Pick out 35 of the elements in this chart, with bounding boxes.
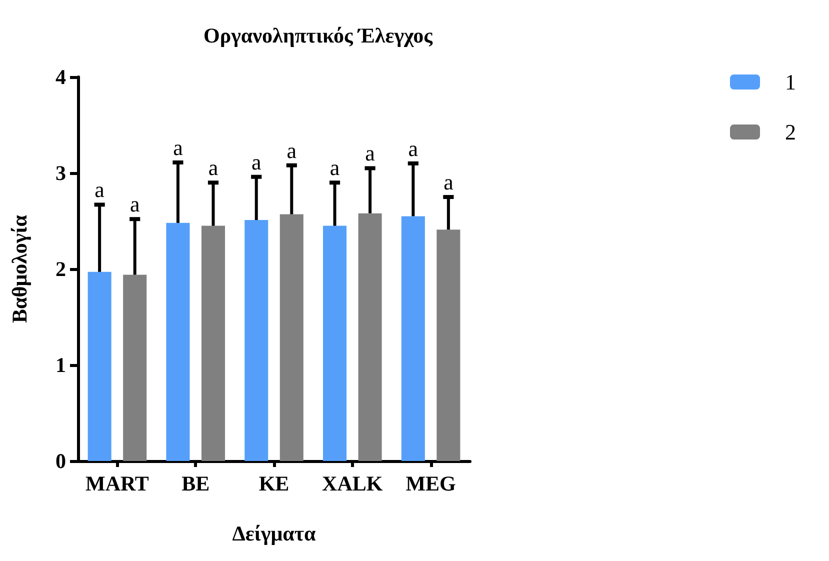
bar <box>123 274 147 461</box>
annotation: a <box>251 149 262 174</box>
x-axis-title: Δείγματα <box>232 522 316 546</box>
x-tick-label: MEG <box>406 472 456 496</box>
x-tick-label: BE <box>182 472 210 496</box>
annotation: a <box>408 136 418 161</box>
x-tick-label: KE <box>258 472 290 496</box>
annotation: a <box>286 138 297 163</box>
bar <box>280 214 304 461</box>
bar <box>401 216 425 461</box>
y-axis-title: Βαθμολογία <box>8 214 32 323</box>
x-tick-label: XALK <box>322 472 384 496</box>
bar <box>323 226 347 461</box>
annotation: a <box>208 155 218 180</box>
bar <box>436 230 460 461</box>
chart-title: Οργανοληπτικός Έλεγχος <box>204 24 434 48</box>
annotation: a <box>130 192 140 217</box>
bar <box>201 226 225 461</box>
annotation: a <box>94 177 105 202</box>
bar <box>88 272 112 461</box>
y-tick-label: 0 <box>56 449 66 473</box>
annotation: a <box>444 170 454 194</box>
y-tick-label: 2 <box>56 257 66 281</box>
y-tick-label: 3 <box>56 161 66 185</box>
y-tick-label: 4 <box>56 65 66 89</box>
x-tick-label: MART <box>85 472 149 496</box>
annotation: a <box>330 155 340 180</box>
bar <box>244 220 268 461</box>
annotation: a <box>173 134 184 160</box>
legend-label: 2 <box>785 120 796 144</box>
annotation: a <box>365 140 376 166</box>
bar <box>358 213 382 461</box>
y-tick-label: 1 <box>56 353 66 377</box>
bar <box>166 222 190 461</box>
legend-label: 1 <box>785 70 796 94</box>
